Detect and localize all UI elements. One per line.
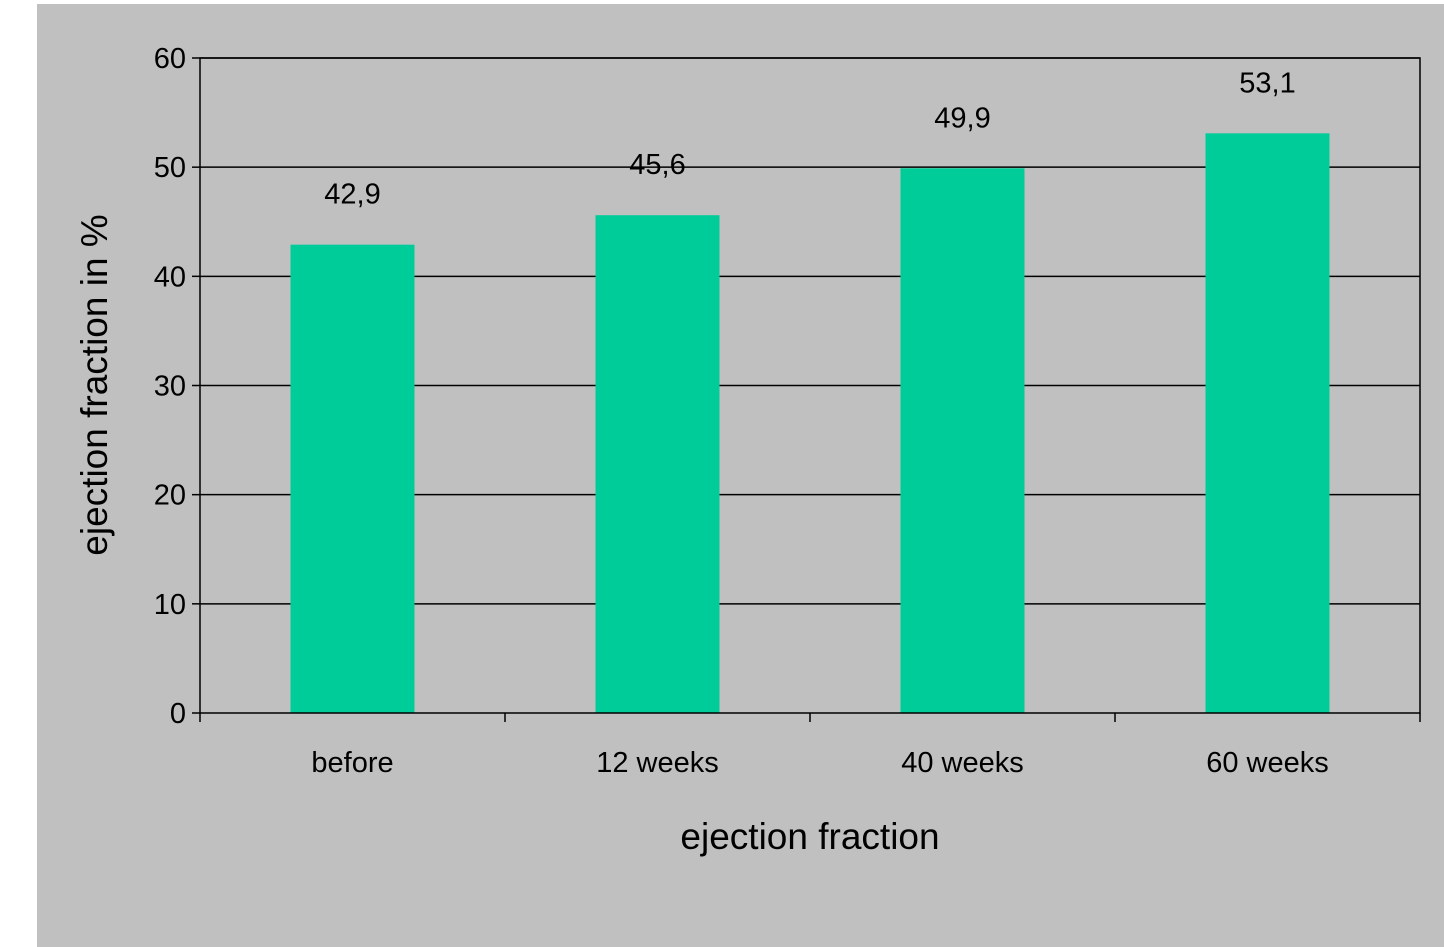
y-tick-label: 30 [154, 371, 186, 403]
data-label: 49,9 [934, 102, 990, 134]
data-label: 42,9 [324, 179, 380, 211]
y-tick-label: 10 [154, 589, 186, 621]
x-category-label: before [311, 747, 393, 779]
y-tick-label: 0 [170, 698, 186, 730]
labels: 0 10 20 30 40 50 60 42,9 before 45,6 12 weeks 49,9 4… [154, 43, 1329, 779]
bars [290, 133, 1330, 714]
bar [1205, 133, 1330, 713]
bar [595, 215, 720, 713]
data-label: 45,6 [629, 149, 685, 181]
bar [900, 168, 1025, 714]
y-axis-title: ejection fraction in % [74, 214, 115, 555]
x-category-label: 40 weeks [901, 747, 1024, 779]
x-category-label: 60 weeks [1206, 747, 1329, 779]
bar [290, 244, 415, 714]
data-label: 53,1 [1239, 67, 1295, 99]
y-tick-label: 50 [154, 152, 186, 184]
y-tick-label: 40 [154, 261, 186, 293]
axes [192, 57, 1421, 722]
x-axis-title: ejection fraction [680, 816, 939, 857]
y-tick-label: 60 [154, 43, 186, 75]
x-category-label: 12 weeks [596, 747, 719, 779]
y-tick-label: 20 [154, 480, 186, 512]
